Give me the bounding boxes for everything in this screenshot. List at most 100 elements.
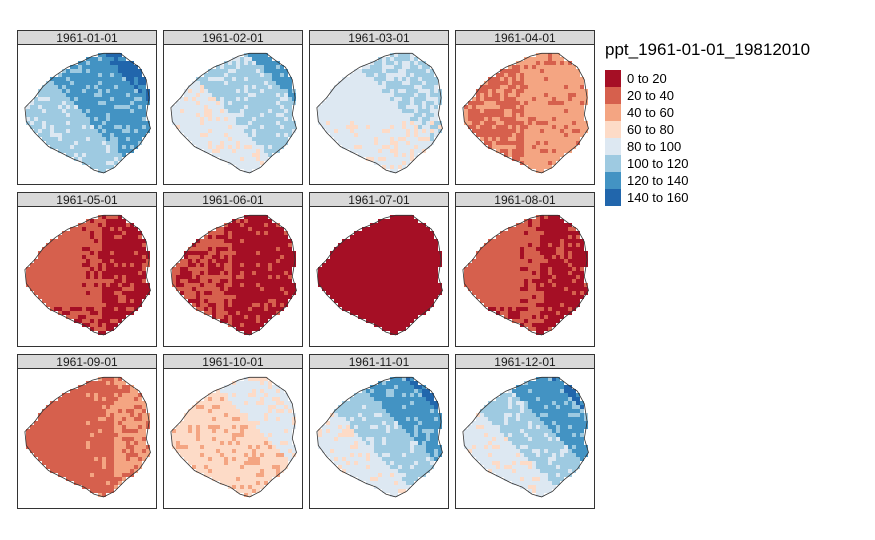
- raster-cell: [264, 251, 268, 255]
- raster-cell: [126, 69, 130, 73]
- raster-cell: [94, 315, 98, 319]
- raster-cell: [532, 235, 536, 239]
- raster-cell: [142, 81, 146, 85]
- raster-cell: [580, 255, 584, 259]
- raster-cell: [78, 149, 82, 153]
- raster-cell: [422, 141, 426, 145]
- raster-cell: [240, 295, 244, 299]
- raster-cell: [264, 57, 268, 61]
- raster-cell: [260, 291, 264, 295]
- raster-cell: [584, 97, 588, 101]
- raster-cell: [192, 259, 196, 263]
- raster-cell: [390, 61, 394, 65]
- raster-cell: [244, 243, 248, 247]
- raster-cell: [354, 93, 358, 97]
- raster-cell: [378, 77, 382, 81]
- raster-cell: [176, 121, 180, 125]
- raster-cell: [224, 239, 228, 243]
- raster-cell: [410, 251, 414, 255]
- raster-cell: [318, 275, 322, 279]
- raster-cell: [556, 279, 560, 283]
- raster-cell: [268, 275, 272, 279]
- raster-cell: [216, 251, 220, 255]
- country-outline: [316, 214, 443, 336]
- raster-cell: [224, 267, 228, 271]
- raster-cell: [374, 259, 378, 263]
- raster-cell: [426, 93, 430, 97]
- raster-cell: [216, 307, 220, 311]
- raster-cell: [66, 77, 70, 81]
- raster-cell: [102, 133, 106, 137]
- raster-cell: [264, 311, 268, 315]
- raster-cell: [418, 267, 422, 271]
- raster-cell: [90, 141, 94, 145]
- raster-cell: [102, 57, 106, 61]
- raster-cell: [572, 117, 576, 121]
- raster-cell: [508, 231, 512, 235]
- raster-cell: [516, 61, 520, 65]
- raster-cell: [504, 283, 508, 287]
- raster-cell: [244, 227, 248, 231]
- raster-cell: [358, 69, 362, 73]
- raster-cell: [358, 251, 362, 255]
- raster-cell: [276, 231, 280, 235]
- raster-cell: [244, 327, 248, 331]
- raster-cell: [74, 271, 78, 275]
- raster-cell: [126, 113, 130, 117]
- raster-cell: [204, 283, 208, 287]
- raster-cell: [58, 101, 62, 105]
- raster-cell: [114, 323, 118, 327]
- raster-cell: [382, 227, 386, 231]
- raster-cell: [342, 307, 346, 311]
- raster-cell: [208, 251, 212, 255]
- raster-cell: [548, 93, 552, 97]
- raster-cell: [576, 81, 580, 85]
- raster-cell: [422, 81, 426, 85]
- raster-cell: [208, 275, 212, 279]
- raster-cell: [204, 77, 208, 81]
- raster-cell: [532, 137, 536, 141]
- raster-cell: [204, 311, 208, 315]
- raster-cell: [110, 141, 114, 145]
- raster-cell: [192, 267, 196, 271]
- raster-cell: [74, 73, 78, 77]
- raster-cell: [280, 251, 284, 255]
- raster-cell: [224, 299, 228, 303]
- raster-cell: [122, 121, 126, 125]
- raster-cell: [58, 121, 62, 125]
- raster-cell: [544, 77, 548, 81]
- raster-cell: [236, 283, 240, 287]
- raster-cell: [564, 125, 568, 129]
- raster-cell: [200, 145, 204, 149]
- raster-cell: [544, 223, 548, 227]
- raster-cell: [556, 85, 560, 89]
- raster-cell: [362, 153, 366, 157]
- raster-cell: [500, 109, 504, 113]
- raster-cell: [54, 259, 58, 263]
- raster-cell: [560, 57, 564, 61]
- raster-cell: [244, 275, 248, 279]
- raster-cell: [26, 121, 30, 125]
- raster-cell: [362, 81, 366, 85]
- raster-cell: [504, 109, 508, 113]
- raster-cell: [504, 113, 508, 117]
- raster-cell: [318, 279, 322, 283]
- raster-cell: [382, 157, 386, 161]
- raster-cell: [402, 243, 406, 247]
- raster-cell: [248, 65, 252, 69]
- raster-cell: [114, 271, 118, 275]
- raster-cell: [180, 263, 184, 267]
- raster-cell: [184, 271, 188, 275]
- raster-cell: [86, 235, 90, 239]
- raster-cell: [418, 299, 422, 303]
- raster-cell: [110, 61, 114, 65]
- raster-cell: [106, 89, 110, 93]
- raster-cell: [366, 231, 370, 235]
- raster-cell: [252, 311, 256, 315]
- raster-cell: [410, 117, 414, 121]
- raster-cell: [560, 149, 564, 153]
- raster-cell: [50, 291, 54, 295]
- raster-cell: [228, 81, 232, 85]
- raster-cell: [540, 243, 544, 247]
- raster-cell: [176, 125, 180, 129]
